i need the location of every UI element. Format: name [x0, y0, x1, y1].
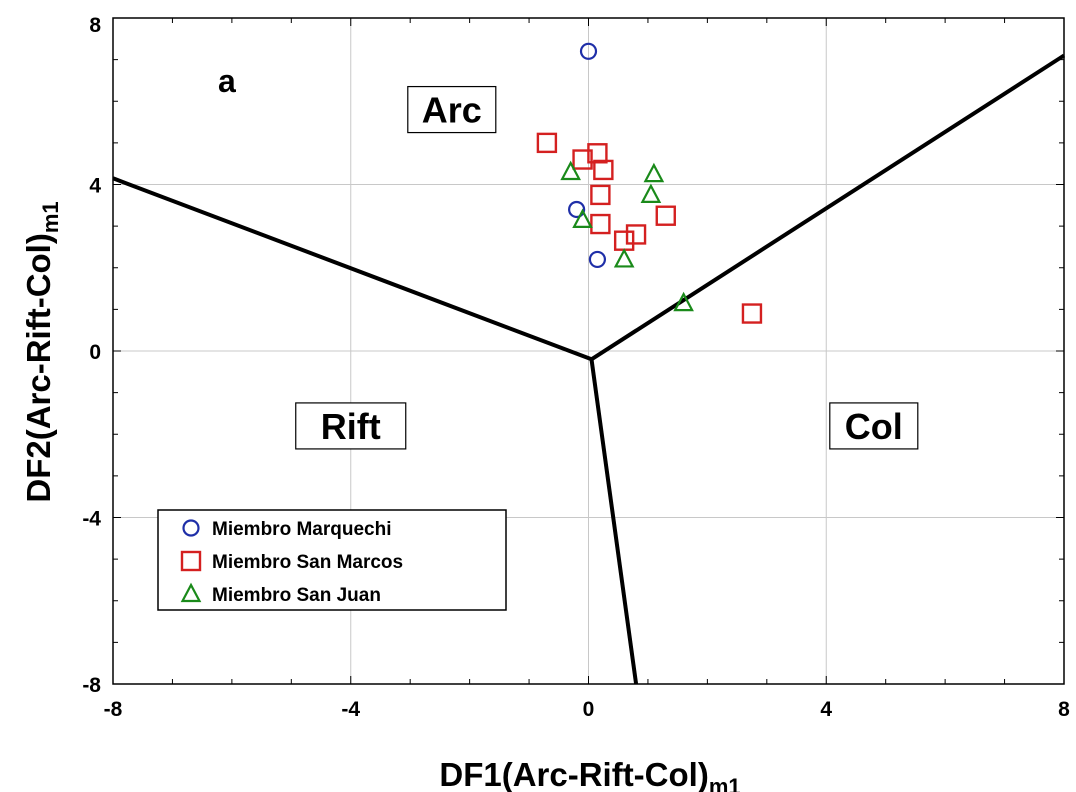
legend-triangle-marker	[180, 582, 202, 603]
circle-point	[568, 200, 586, 219]
legend: Miembro Marquechi Miembro San Marcos Miemb…	[157, 509, 507, 611]
legend-square-marker	[180, 550, 202, 572]
region-labels: Arc Rift Col	[295, 85, 919, 450]
circle-point	[579, 42, 598, 60]
y-tick-label: 4	[89, 175, 101, 198]
triangle-point	[572, 208, 593, 228]
axis-ticks: -8 -4 0 4 8 -8 -4 0 4 8	[82, 14, 1070, 721]
legend-item: Miembro San Juan	[180, 582, 381, 606]
square-point	[593, 159, 614, 181]
square-point	[655, 205, 676, 226]
triangle-point	[560, 160, 581, 181]
x-tick-label: 8	[1058, 698, 1070, 721]
panel-label: a	[218, 63, 236, 99]
legend-item: Miembro San Marcos	[180, 550, 403, 573]
y-tick-label: -4	[82, 508, 101, 531]
region-label-text: Rift	[321, 406, 381, 447]
legend-label: Miembro San Marcos	[212, 552, 403, 573]
triangle-point	[673, 291, 694, 312]
circle-point	[588, 250, 607, 269]
square-point	[625, 224, 647, 245]
series-triangle	[560, 160, 694, 312]
square-point	[590, 213, 611, 235]
boundary-rift-col	[589, 359, 639, 685]
region-label-box	[829, 402, 919, 450]
boundary-arc-rift	[112, 176, 593, 362]
square-point	[587, 143, 608, 164]
series-circle	[568, 42, 607, 269]
triangle-point	[613, 248, 635, 268]
x-axis-title: DF1(Arc-Rift-Col)m1	[439, 756, 740, 792]
legend-items: Miembro Marquechi Miembro San Marcos Miemb…	[180, 519, 403, 606]
square-point	[613, 230, 635, 251]
x-tick-label: -4	[341, 698, 360, 721]
square-point	[741, 303, 763, 324]
boundary-arc-col	[590, 53, 1066, 361]
legend-label: Miembro San Juan	[212, 585, 381, 606]
y-axis-title: DF2(Arc-Rift-Col)m1	[20, 201, 63, 502]
x-tick-label: -8	[104, 698, 123, 721]
region-label-text: Arc	[422, 90, 482, 131]
legend-label: Miembro Marquechi	[212, 519, 391, 540]
boundary-lines	[112, 53, 1066, 685]
region-rift: Rift	[295, 402, 407, 450]
legend-item: Miembro Marquechi	[182, 519, 391, 540]
region-arc: Arc	[407, 85, 497, 134]
y-tick-label: 8	[89, 14, 101, 37]
y-tick-label: -8	[82, 674, 101, 697]
series-square	[536, 132, 763, 324]
x-tick-label: 4	[820, 698, 832, 721]
legend-circle-marker	[182, 519, 200, 537]
data-markers	[536, 42, 763, 324]
square-point	[572, 149, 593, 170]
y-tick-label: 0	[89, 341, 101, 364]
legend-box	[157, 509, 507, 611]
square-point	[590, 184, 611, 206]
triangle-point	[640, 183, 662, 204]
region-label-box	[295, 402, 407, 450]
x-tick-label: 0	[583, 698, 595, 721]
region-label-box	[407, 85, 497, 134]
region-col: Col	[829, 402, 919, 450]
triangle-point	[643, 162, 665, 183]
square-point	[536, 132, 558, 154]
region-label-text: Col	[845, 406, 903, 447]
